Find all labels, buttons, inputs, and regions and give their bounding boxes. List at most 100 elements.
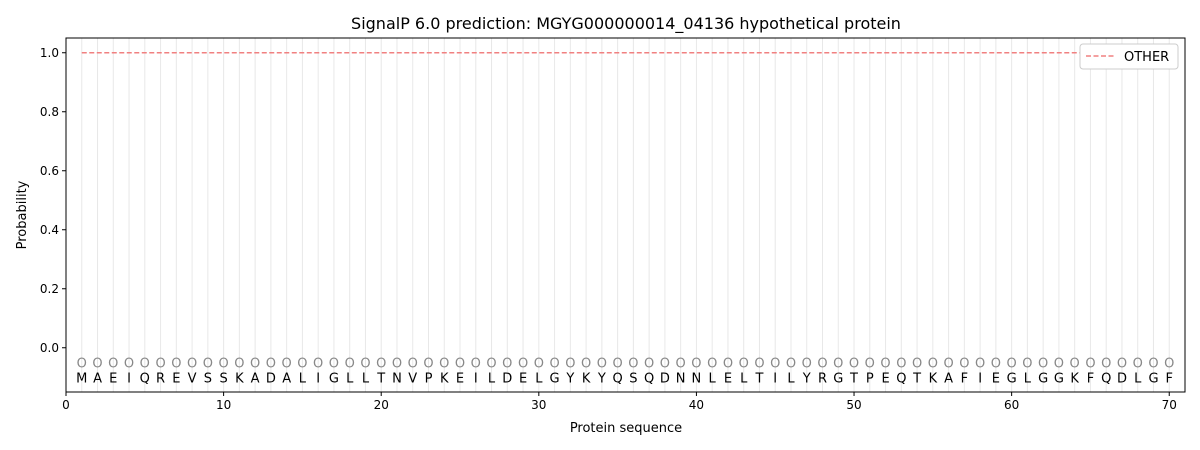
residue-label: V xyxy=(188,372,197,387)
region-marker: O xyxy=(896,357,906,372)
region-marker: O xyxy=(707,357,717,372)
region-marker: O xyxy=(691,357,701,372)
region-marker: O xyxy=(754,357,764,372)
legend: OTHER xyxy=(1079,43,1179,70)
residue-label: F xyxy=(1087,372,1094,387)
residue-label: E xyxy=(172,372,180,387)
residue-label: T xyxy=(849,372,858,387)
residue-label: A xyxy=(251,372,260,387)
residue-label: V xyxy=(408,372,417,387)
region-marker: O xyxy=(1101,357,1111,372)
residue-label: F xyxy=(961,372,968,387)
x-tick-label: 40 xyxy=(689,398,704,412)
region-marker: O xyxy=(723,357,733,372)
residue-label: G xyxy=(1054,372,1064,387)
residue-label: D xyxy=(266,372,276,387)
region-marker: O xyxy=(597,357,607,372)
residue-label: M xyxy=(76,372,87,387)
residue-label: Q xyxy=(140,372,150,387)
x-tick-label: 20 xyxy=(374,398,389,412)
region-marker: O xyxy=(1022,357,1032,372)
residue-label: G xyxy=(329,372,339,387)
residue-label: E xyxy=(519,372,527,387)
region-marker: O xyxy=(1038,357,1048,372)
x-tick-label: 30 xyxy=(531,398,546,412)
residue-label: I xyxy=(127,372,131,387)
residue-label: I xyxy=(773,372,777,387)
residue-label: T xyxy=(754,372,763,387)
residue-label: I xyxy=(978,372,982,387)
residue-label: Y xyxy=(597,372,606,387)
region-marker: O xyxy=(502,357,512,372)
residue-label: L xyxy=(535,372,543,387)
residue-label: F xyxy=(1165,372,1172,387)
region-marker: O xyxy=(912,357,922,372)
residue-label: I xyxy=(474,372,478,387)
y-tick-label: 0.0 xyxy=(40,341,59,355)
residue-label: P xyxy=(866,372,874,387)
region-marker: O xyxy=(770,357,780,372)
region-marker: O xyxy=(297,357,307,372)
residue-label: E xyxy=(109,372,117,387)
region-marker: O xyxy=(1007,357,1017,372)
region-marker: O xyxy=(975,357,985,372)
residue-label: G xyxy=(1148,372,1158,387)
region-marker: O xyxy=(833,357,843,372)
residue-label: T xyxy=(912,372,921,387)
region-marker: O xyxy=(1085,357,1095,372)
region-marker: O xyxy=(423,357,433,372)
region-marker: O xyxy=(408,357,418,372)
y-tick-label: 0.4 xyxy=(40,223,59,237)
region-marker: O xyxy=(455,357,465,372)
region-marker: O xyxy=(1054,357,1064,372)
residue-label: R xyxy=(156,372,165,387)
residue-label: L xyxy=(709,372,717,387)
residue-label: L xyxy=(1134,372,1142,387)
region-marker: O xyxy=(360,357,370,372)
residue-label: L xyxy=(299,372,307,387)
region-marker: O xyxy=(676,357,686,372)
region-marker: O xyxy=(880,357,890,372)
region-marker: O xyxy=(313,357,323,372)
y-tick-label: 0.8 xyxy=(40,105,59,119)
residue-label: K xyxy=(440,372,449,387)
region-marker: O xyxy=(549,357,559,372)
region-marker: O xyxy=(943,357,953,372)
residue-label: S xyxy=(204,372,212,387)
residue-label: L xyxy=(740,372,748,387)
x-tick-label: 0 xyxy=(62,398,70,412)
region-marker: O xyxy=(1117,357,1127,372)
region-marker: O xyxy=(613,357,623,372)
region-marker: O xyxy=(266,357,276,372)
region-marker: O xyxy=(471,357,481,372)
residue-label: L xyxy=(1024,372,1032,387)
residue-label: I xyxy=(316,372,320,387)
residue-label: S xyxy=(219,372,227,387)
residue-label: N xyxy=(676,372,686,387)
residue-label: Q xyxy=(613,372,623,387)
region-marker: O xyxy=(187,357,197,372)
y-tick-label: 0.6 xyxy=(40,164,59,178)
region-marker: O xyxy=(250,357,260,372)
region-marker: O xyxy=(155,357,165,372)
region-marker: O xyxy=(644,357,654,372)
residue-label: D xyxy=(502,372,512,387)
region-marker: O xyxy=(218,357,228,372)
region-marker: O xyxy=(565,357,575,372)
region-marker: O xyxy=(1148,357,1158,372)
region-marker: O xyxy=(329,357,339,372)
region-marker: O xyxy=(786,357,796,372)
region-marker: O xyxy=(849,357,859,372)
region-marker: O xyxy=(959,357,969,372)
region-marker: O xyxy=(739,357,749,372)
residue-label: N xyxy=(692,372,702,387)
residue-label: S xyxy=(629,372,637,387)
residue-label: D xyxy=(660,372,670,387)
residue-label: G xyxy=(1038,372,1048,387)
residue-label: K xyxy=(929,372,938,387)
residue-label: P xyxy=(425,372,433,387)
residue-label: A xyxy=(944,372,953,387)
residue-label: L xyxy=(346,372,354,387)
